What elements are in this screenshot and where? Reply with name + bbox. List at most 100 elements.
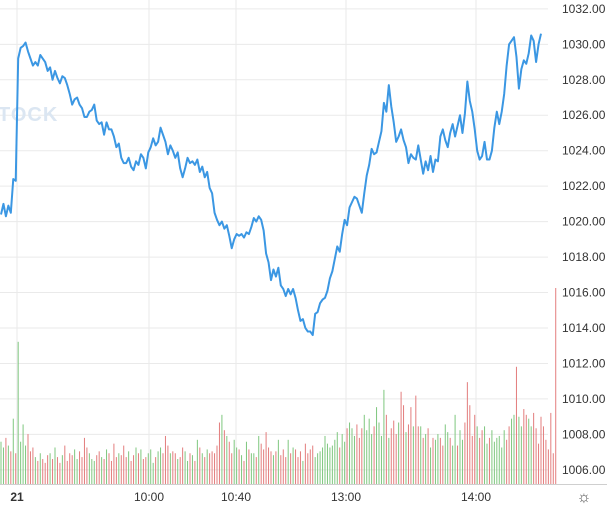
volume-bar: [329, 447, 331, 484]
volume-bar: [434, 439, 436, 484]
volume-bar: [427, 428, 429, 484]
volume-bar: [297, 457, 299, 484]
volume-bar: [47, 455, 49, 484]
volume-bar: [366, 430, 368, 484]
volume-bar: [275, 451, 277, 484]
y-tick-label: 1018.00: [562, 250, 606, 264]
volume-bar: [223, 430, 225, 484]
volume-bar: [520, 426, 522, 484]
volume-bar: [395, 434, 397, 484]
volume-bar: [368, 418, 370, 484]
volume-bar: [81, 457, 83, 484]
volume-bar: [405, 432, 407, 484]
volume-bar: [334, 439, 336, 484]
volume-bar: [167, 445, 169, 484]
volume-bar: [42, 459, 44, 484]
volume-bar: [61, 455, 63, 484]
volume-bar: [76, 459, 78, 484]
price-line: [0, 33, 542, 337]
volume-bar: [214, 453, 216, 484]
x-tick-label: 13:00: [331, 490, 361, 504]
volume-bar: [309, 449, 311, 484]
volume-bar: [160, 447, 162, 484]
volume-bar: [432, 437, 434, 484]
volume-bar: [101, 457, 103, 484]
volume-bar: [528, 418, 530, 484]
volume-bar: [481, 430, 483, 484]
y-tick-label: 1024.00: [562, 144, 606, 158]
volume-bar: [172, 451, 174, 484]
volume-bar: [34, 457, 36, 484]
volume-bar: [515, 366, 517, 484]
volume-bar: [322, 447, 324, 484]
volume-bar: [218, 422, 220, 484]
volume-bar: [137, 453, 139, 484]
volume-bar: [393, 420, 395, 484]
volume-bar: [302, 460, 304, 484]
volume-bar: [317, 453, 319, 484]
y-tick-label: 1022.00: [562, 179, 606, 193]
volume-bar: [287, 439, 289, 484]
volume-bar: [542, 426, 544, 484]
volume-bar: [280, 455, 282, 484]
volume-bar: [133, 455, 135, 484]
volume-bar: [216, 445, 218, 484]
volume-bar: [162, 453, 164, 484]
volume-bar: [430, 447, 432, 484]
volume-bar: [511, 418, 513, 484]
volume-bar: [307, 453, 309, 484]
volume-bar: [191, 455, 193, 484]
volume-bar: [44, 462, 46, 484]
volume-bar: [265, 432, 267, 484]
volume-bar: [118, 453, 120, 484]
volume-bar: [201, 453, 203, 484]
volume-bar: [125, 457, 127, 484]
volume-bar: [425, 434, 427, 484]
volume-bar: [277, 439, 279, 484]
volume-bar: [187, 460, 189, 484]
volume-bar: [10, 451, 12, 484]
volume-bar: [547, 449, 549, 484]
volume-bar: [464, 422, 466, 484]
volume-bar: [525, 414, 527, 484]
volume-bar: [52, 459, 54, 484]
volume-bar: [501, 447, 503, 484]
volume-bar: [150, 449, 152, 484]
volume-bar: [476, 426, 478, 484]
volume-bar: [486, 443, 488, 484]
volume-bar: [209, 453, 211, 484]
volume-bar: [135, 447, 137, 484]
volume-bar: [231, 453, 233, 484]
volume-bar: [459, 430, 461, 484]
volume-bar: [461, 439, 463, 484]
volume-bar: [292, 447, 294, 484]
volume-bar: [449, 437, 451, 484]
volume-bar: [304, 443, 306, 484]
sun-gear-icon[interactable]: ☼: [576, 489, 592, 506]
volume-bar: [270, 451, 272, 484]
volume-bars: [0, 288, 557, 484]
volume-bar: [211, 451, 213, 484]
volume-bar: [336, 432, 338, 484]
volume-bar: [535, 428, 537, 484]
volume-bar: [351, 428, 353, 484]
volume-bar: [155, 457, 157, 484]
volume-bar: [295, 449, 297, 484]
volume-bar: [290, 453, 292, 484]
volume-bar: [380, 435, 382, 484]
volume-bar: [59, 462, 61, 484]
volume-bar: [22, 424, 24, 484]
volume-bar: [145, 457, 147, 484]
volume-bar: [407, 424, 409, 484]
volume-bar: [236, 447, 238, 484]
volume-bar: [523, 409, 525, 484]
volume-bar: [268, 447, 270, 484]
x-tick-label: 21: [10, 490, 24, 504]
volume-bar: [540, 416, 542, 484]
volume-bar: [69, 453, 71, 484]
volume-bar: [140, 449, 142, 484]
volume-bar: [226, 435, 228, 484]
volume-bar: [174, 453, 176, 484]
